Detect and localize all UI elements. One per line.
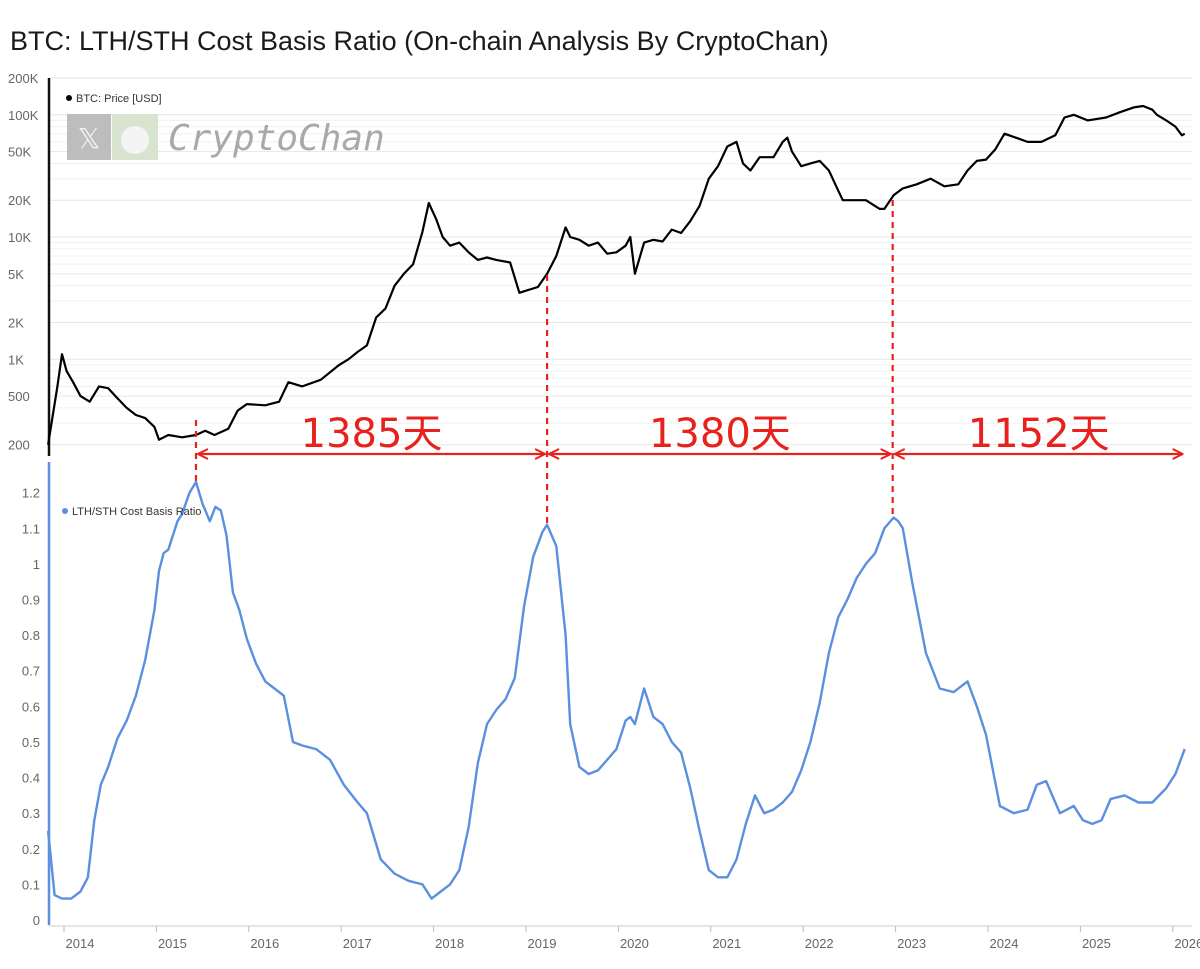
ratio-axis-ticks: 0 0.1 0.2 0.3 0.4 0.5 0.6 0.7 0.8 0.9 1 1.1 1.2 [22,486,40,928]
ratio-tick-label: 0.2 [22,842,40,857]
ratio-tick-label: 0.5 [22,735,40,750]
ratio-tick-label: 0.9 [22,593,40,608]
ratio-tick-label: 0.4 [22,771,40,786]
x-tick-label: 2025 [1082,936,1111,951]
ratio-tick-label: 0.7 [22,664,40,679]
chart-title: BTC: LTH/STH Cost Basis Ratio (On-chain … [10,26,829,56]
watermark: 𝕏 CryptoChan [67,114,385,160]
price-tick-label: 1K [8,352,24,367]
ratio-tick-label: 0 [33,913,40,928]
ratio-series [46,480,1186,900]
x-tick-label: 2024 [990,936,1019,951]
legend-price-label: BTC: Price [USD] [76,93,162,105]
interval-label: 1152天 [968,411,1110,457]
interval-label: 1380天 [649,411,791,457]
price-tick-label: 5K [8,267,24,282]
ratio-line [46,480,1186,900]
ratio-tick-label: 1.2 [22,486,40,501]
price-tick-label: 500 [8,389,30,404]
ratio-tick-label: 0.8 [22,628,40,643]
x-tick-label: 2017 [343,936,372,951]
x-axis-ticks: 2014 2015 2016 2017 2018 2019 2020 2021 2022 2023… [63,926,1200,951]
x-logo-glyph: 𝕏 [78,122,101,155]
cycle-annotations: 1385天 1380天 1152天 [194,200,1183,525]
price-tick-label: 10K [8,230,31,245]
legend-ratio-label: LTH/STH Cost Basis Ratio [72,506,201,518]
legend: BTC: Price [USD] LTH/STH Cost Basis Rati… [62,93,201,518]
x-tick-label: 2021 [712,936,741,951]
price-series [47,104,1186,445]
price-tick-label: 20K [8,193,31,208]
x-tick-label: 2018 [435,936,464,951]
price-axis-ticks: 200 500 1K 2K 5K 10K 20K 50K 100K 200K [8,71,39,453]
ratio-tick-label: 1 [33,557,40,572]
price-tick-label: 200K [8,71,39,86]
price-gridlines [50,77,1192,446]
x-tick-label: 2015 [158,936,187,951]
x-tick-label: 2022 [805,936,834,951]
x-tick-label: 2014 [66,936,95,951]
ratio-tick-label: 1.1 [22,521,40,536]
price-tick-label: 100K [8,108,39,123]
price-tick-label: 50K [8,145,31,160]
price-tick-label: 200 [8,438,30,453]
x-logo-icon [67,114,111,160]
x-tick-label: 2019 [528,936,557,951]
x-tick-label: 2016 [250,936,279,951]
watermark-text: CryptoChan [168,118,385,159]
ratio-tick-label: 0.3 [22,806,40,821]
ratio-tick-label: 0.6 [22,699,40,714]
price-line [47,104,1186,445]
interval-label: 1385天 [301,411,443,457]
avatar-face-icon [121,126,149,154]
legend-price-marker [66,95,72,101]
ratio-tick-label: 0.1 [22,877,40,892]
x-tick-label: 2023 [897,936,926,951]
x-tick-label: 2026 [1174,936,1200,951]
price-tick-label: 2K [8,315,24,330]
axes [47,78,1192,927]
legend-ratio-marker [62,508,68,514]
x-tick-label: 2020 [620,936,649,951]
